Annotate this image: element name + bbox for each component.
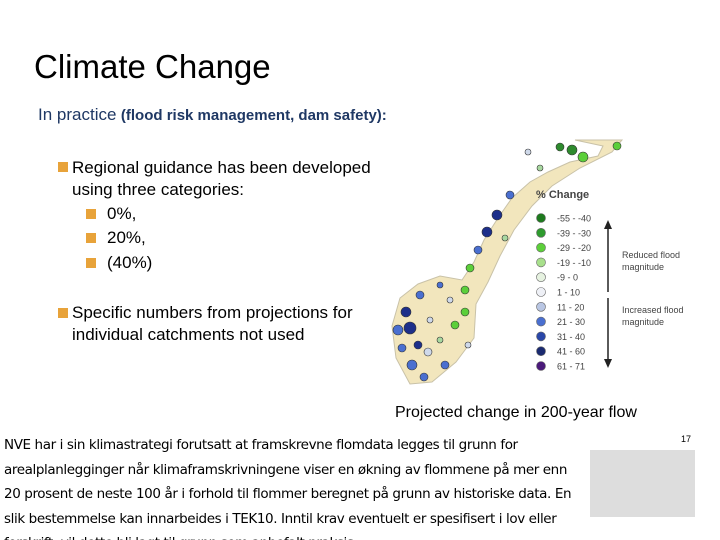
arrowhead: [604, 359, 612, 368]
legend-swatch: [536, 331, 546, 342]
legend-label: -19 - -10: [557, 258, 591, 268]
sub-bullet-text: 20%,: [107, 228, 146, 247]
map-caption: Projected change in 200-year flow: [395, 404, 637, 421]
legend-swatch: [536, 346, 546, 357]
annotation: magnitude: [622, 262, 664, 272]
sub-bullet-marker: [86, 233, 96, 243]
legend-label: 31 - 40: [557, 332, 585, 342]
legend-swatch: [536, 316, 546, 327]
legend-swatch: [536, 242, 546, 253]
legend-label: -39 - -30: [557, 228, 591, 238]
annotation: magnitude: [622, 317, 664, 327]
subtitle-detail: (flood risk management, dam safety):: [120, 107, 387, 124]
sub-bullet-text: (40%): [107, 253, 153, 272]
slide-title: Climate Change: [34, 48, 271, 85]
legend-label: 1 - 10: [557, 288, 580, 298]
legend-swatch: [536, 272, 546, 283]
legend-label: -55 - -40: [557, 214, 591, 224]
norway-map: [391, 139, 624, 385]
bullet-text: individual catchments not used: [72, 325, 305, 344]
sub-bullet-text: 0%,: [107, 204, 137, 223]
annotation: Increased flood: [622, 305, 684, 315]
sub-bullet-marker: [86, 209, 96, 219]
legend-label: 41 - 60: [557, 347, 585, 357]
legend-label: -29 - -20: [557, 243, 591, 253]
note-text: NVE har i sin klimastrategi forutsatt at…: [4, 437, 572, 540]
legend: -55 - -40 -39 - -30 -29 - -20 -19 - -10 -9 -…: [536, 213, 591, 372]
station-dots: [392, 141, 622, 382]
legend-swatch: [536, 301, 546, 312]
page-number: 17: [681, 434, 692, 444]
legend-swatch: [536, 228, 546, 238]
arrowhead: [604, 220, 612, 229]
legend-swatch: [536, 361, 546, 371]
bullet-text: using three categories:: [72, 180, 244, 199]
gray-box: [590, 450, 695, 517]
legend-label: -9 - 0: [557, 273, 578, 283]
annotation: Reduced flood: [622, 250, 680, 260]
bullet-text: Regional guidance has been developed: [72, 158, 371, 177]
flood-map: % Change -55 - -40 -39 - -30 -29 - -20 -19 …: [391, 139, 684, 385]
legend-label: 21 - 30: [557, 317, 585, 327]
legend-label: 61 - 71: [557, 362, 585, 372]
bullet-marker: [58, 162, 68, 172]
sub-bullet-marker: [86, 258, 96, 268]
subtitle: In practice (flood risk management, dam …: [38, 105, 387, 125]
legend-swatch: [536, 213, 546, 223]
subtitle-main: In practice: [38, 105, 117, 124]
bullet-text: Specific numbers from projections for: [72, 303, 353, 322]
legend-title: % Change: [536, 189, 589, 201]
legend-swatch: [536, 257, 546, 268]
bullet-marker: [58, 308, 68, 318]
legend-label: 11 - 20: [557, 302, 584, 312]
legend-swatch: [536, 287, 546, 297]
